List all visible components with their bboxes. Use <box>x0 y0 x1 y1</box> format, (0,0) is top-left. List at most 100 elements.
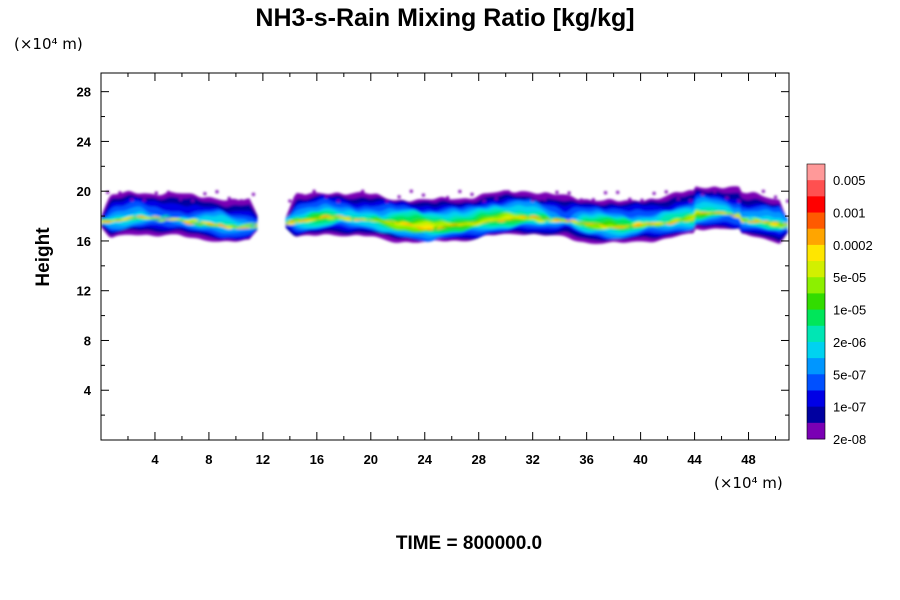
contour-speck <box>761 189 765 193</box>
contour-speck <box>603 191 608 195</box>
colorbar-label: 1e-07 <box>833 400 866 415</box>
colorbar-swatch <box>807 358 825 375</box>
contour-speck <box>373 194 377 198</box>
colorbar-swatch <box>807 325 825 343</box>
contour-speck <box>786 199 789 203</box>
colorbar-swatch <box>807 309 825 327</box>
y-tick-label: 24 <box>77 134 92 149</box>
contour-speck <box>482 199 486 203</box>
y-tick-label: 12 <box>77 284 91 299</box>
colorbar-label: 5e-07 <box>833 367 866 382</box>
contour-speck <box>749 193 753 197</box>
colorbar-label: 1e-05 <box>833 303 866 318</box>
x-tick-label: 4 <box>151 452 159 467</box>
contour-speck <box>676 196 680 201</box>
colorbar-label: 5e-05 <box>833 270 866 285</box>
x-tick-label: 40 <box>633 452 647 467</box>
y-axis-label: Height <box>33 227 54 287</box>
x-tick-label: 16 <box>310 452 324 467</box>
colorbar-swatch <box>807 390 825 408</box>
contour-speck <box>737 199 741 203</box>
y-tick-label: 8 <box>84 333 91 348</box>
contour-level <box>101 215 258 228</box>
contour-speck <box>664 190 668 194</box>
chart-title: NH3-s-Rain Mixing Ratio [kg/kg] <box>255 4 634 32</box>
x-tick-label: 44 <box>687 452 702 467</box>
colorbar-label: 0.005 <box>833 173 866 188</box>
contour-speck <box>470 192 474 196</box>
contour-speck <box>118 191 122 195</box>
x-tick-label: 12 <box>256 452 270 467</box>
contour-speck <box>324 195 328 199</box>
contour-speck <box>494 196 498 200</box>
contour-speck <box>215 190 219 194</box>
colorbar-swatch <box>807 406 825 424</box>
colorbar-swatch <box>807 180 825 197</box>
x-tick-label: 48 <box>741 452 755 467</box>
contour-speck <box>336 199 341 203</box>
colorbar-swatch <box>807 244 825 262</box>
contour-speck <box>433 199 438 203</box>
contour-speck <box>348 194 353 198</box>
x-axis-ticks: 4 8 12 16 20 24 28 32 36 40 44 48 <box>127 73 777 467</box>
x-tick-label: 36 <box>579 452 593 467</box>
contour-speck <box>616 190 620 194</box>
y-axis-unit: (×10⁴ m) <box>14 35 83 53</box>
contour-speck <box>166 190 171 194</box>
contour-speck <box>178 197 183 201</box>
contour-speck <box>652 191 656 196</box>
contour-speck <box>421 193 426 197</box>
plot-frame <box>100 72 790 441</box>
contour-speck <box>531 198 535 202</box>
contour-speck <box>458 189 462 194</box>
contour-speck <box>361 189 365 193</box>
contour-speck <box>688 199 693 203</box>
colorbar-swatch <box>807 212 825 230</box>
contour-speck <box>312 189 316 193</box>
contour-speck <box>130 198 134 202</box>
contour-speck <box>628 197 632 201</box>
y-tick-label: 20 <box>77 184 91 199</box>
colorbar-swatch <box>807 277 825 294</box>
contour-level <box>101 215 258 229</box>
y-tick-label: 28 <box>77 85 91 100</box>
x-tick-label: 24 <box>418 452 433 467</box>
colorbar-swatch <box>807 293 825 311</box>
colorbar-label: 0.0002 <box>833 238 873 253</box>
colorbar-swatch <box>807 422 825 440</box>
y-tick-label: 4 <box>84 383 92 398</box>
contour-speck <box>154 191 158 195</box>
colorbar-swatch <box>807 261 825 278</box>
x-axis-unit: (×10⁴ m) <box>714 474 783 492</box>
contour-speck <box>579 198 583 202</box>
contour-speck <box>567 191 571 195</box>
contour-speck <box>203 192 207 196</box>
colorbar-label: 2e-08 <box>833 432 866 447</box>
contour-speck <box>701 192 705 196</box>
contour-speck <box>640 198 644 202</box>
contour-speck <box>142 198 146 202</box>
colorbar-swatch <box>807 228 825 246</box>
contour-speck <box>773 195 778 199</box>
x-tick-label: 28 <box>471 452 485 467</box>
contour-speck <box>251 192 256 197</box>
contour-speck <box>409 189 413 193</box>
contour-level <box>285 211 788 230</box>
colorbar-swatch <box>807 374 825 391</box>
x-tick-label: 20 <box>364 452 378 467</box>
contour-speck <box>446 195 450 200</box>
contour-level <box>285 211 788 231</box>
x-tick-label: 32 <box>525 452 539 467</box>
contour-level <box>101 216 258 229</box>
x-tick-label: 8 <box>205 452 212 467</box>
colorbar-swatch <box>807 164 825 181</box>
contour-speck <box>191 198 195 202</box>
contour-speck <box>288 199 292 203</box>
contour-speck <box>555 190 559 194</box>
colorbar-swatch <box>807 341 825 359</box>
contour-speck <box>506 190 511 194</box>
y-axis-ticks: 4 8 12 16 20 24 28 <box>77 85 789 416</box>
contour-speck <box>543 197 547 201</box>
contour-speck <box>239 199 243 203</box>
